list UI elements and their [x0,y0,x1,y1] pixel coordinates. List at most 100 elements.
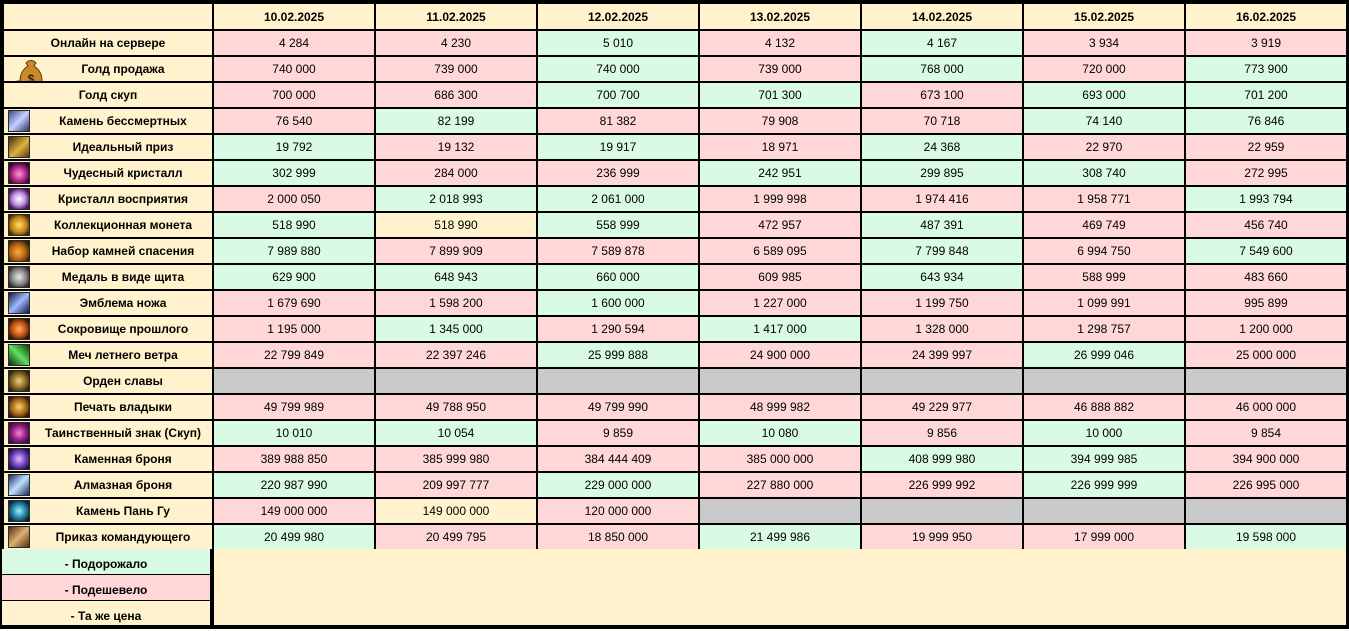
price-cell: 1 199 750 [862,291,1022,315]
collector-coin-icon [8,214,30,236]
price-cell: 229 000 000 [538,473,698,497]
item-name-cell: Приказ командующего [4,525,212,549]
item-row: Печать владыки 49 799 989 49 788 950 49 799… [4,395,1346,419]
price-cell: 25 000 000 [1186,343,1346,367]
svg-text:$: $ [28,72,35,81]
price-cell: 1 993 794 [1186,187,1346,211]
item-name-cell: Каменная броня [4,447,212,471]
price-table: 10.02.2025 11.02.2025 12.02.2025 13.02.2025… [2,2,1348,551]
price-cell: 10 010 [214,421,374,445]
item-name-cell: Меч летнего ветра [4,343,212,367]
price-cell: 24 399 997 [862,343,1022,367]
price-cell: 226 999 992 [862,473,1022,497]
order-of-glory-icon [8,370,30,392]
price-cell: 1 417 000 [700,317,860,341]
price-cell: 20 499 795 [376,525,536,549]
price-cell: 19 598 000 [1186,525,1346,549]
price-cell: 389 988 850 [214,447,374,471]
item-name-cell: Печать владыки [4,395,212,419]
ideal-prize-icon [8,136,30,158]
date-header: 15.02.2025 [1024,4,1184,29]
empty-price-cell [862,369,1022,393]
lord-seal-icon [8,396,30,418]
item-row: Орден славы [4,369,1346,393]
item-row: Каменная броня 389 988 850 385 999 980 384 … [4,447,1346,471]
header-row: 10.02.2025 11.02.2025 12.02.2025 13.02.2025… [4,4,1346,29]
price-cell: 26 999 046 [1024,343,1184,367]
wonder-crystal-icon [8,162,30,184]
empty-price-cell [1186,369,1346,393]
item-name-cell: Таинственный знак (Скуп) [4,421,212,445]
item-name-label: Чудесный кристалл [63,166,183,180]
price-cell: 740 000 [214,57,374,81]
item-name-label: Набор камней спасения [51,244,195,258]
price-cell: 773 900 [1186,57,1346,81]
item-name-label: Алмазная броня [73,478,173,492]
date-header: 14.02.2025 [862,4,1022,29]
price-cell: 408 999 980 [862,447,1022,471]
item-row: Меч летнего ветра 22 799 849 22 397 246 25 … [4,343,1346,367]
empty-price-cell [214,369,374,393]
price-cell: 456 740 [1186,213,1346,237]
legend-price-up-label: - Подорожало [64,557,148,571]
price-cell: 385 000 000 [700,447,860,471]
empty-price-cell [1186,499,1346,523]
price-cell: 686 300 [376,83,536,107]
price-cell: 1 099 991 [1024,291,1184,315]
item-name-cell: Камень Пань Гу [4,499,212,523]
legend-price-up: - Подорожало [2,549,210,574]
price-cell: 149 000 000 [214,499,374,523]
price-cell: 308 740 [1024,161,1184,185]
knife-emblem-icon [8,292,30,314]
immortal-stone-icon [8,110,30,132]
price-cell: 394 999 985 [1024,447,1184,471]
price-cell: 518 990 [214,213,374,237]
item-name-cell: Орден славы [4,369,212,393]
price-cell: 236 999 [538,161,698,185]
price-cell: 302 999 [214,161,374,185]
price-cell: 24 368 [862,135,1022,159]
price-cell: 48 999 982 [700,395,860,419]
price-cell: 21 499 986 [700,525,860,549]
legend-price-down: - Подешевело [2,575,210,600]
item-row: $ Голд продажа 740 000 739 000 740 000 739 00… [4,57,1346,81]
item-name-label: Онлайн на сервере [50,36,166,50]
item-name-label: Камень бессмертных [59,114,187,128]
price-cell: 70 718 [862,109,1022,133]
item-row: Идеальный приз 19 792 19 132 19 917 18 971 24… [4,135,1346,159]
price-cell: 17 999 000 [1024,525,1184,549]
item-name-label: Коллекционная монета [53,218,193,232]
price-cell: 7 799 848 [862,239,1022,263]
item-name-label: Каменная броня [74,452,172,466]
item-row: Эмблема ножа 1 679 690 1 598 200 1 600 000 1… [4,291,1346,315]
price-cell: 46 000 000 [1186,395,1346,419]
price-cell: 1 290 594 [538,317,698,341]
empty-price-cell [862,499,1022,523]
price-cell: 49 799 990 [538,395,698,419]
price-cell: 1 298 757 [1024,317,1184,341]
empty-price-cell [1024,369,1184,393]
item-name-label: Голд скуп [78,88,138,102]
item-name-label: Камень Пань Гу [76,504,170,518]
price-cell: 768 000 [862,57,1022,81]
price-cell: 22 970 [1024,135,1184,159]
summer-wind-sword-icon [8,344,30,366]
price-cell: 518 990 [376,213,536,237]
date-header: 12.02.2025 [538,4,698,29]
price-cell: 10 054 [376,421,536,445]
price-cell: 46 888 882 [1024,395,1184,419]
price-cell: 1 195 000 [214,317,374,341]
price-cell: 469 749 [1024,213,1184,237]
legend-price-same-label: - Та же цена [70,609,142,623]
notes-area [214,549,1346,625]
price-cell: 49 788 950 [376,395,536,419]
item-name-cell: Онлайн на сервере [4,31,212,55]
price-cell: 1 328 000 [862,317,1022,341]
item-row: Таинственный знак (Скуп) 10 010 10 054 9 85… [4,421,1346,445]
commander-order-icon [8,526,30,548]
item-row: Чудесный кристалл 302 999 284 000 236 999 24… [4,161,1346,185]
price-cell: 226 995 000 [1186,473,1346,497]
item-name-cell: Эмблема ножа [4,291,212,315]
item-row: Медаль в виде щита 629 900 648 943 660 000 6… [4,265,1346,289]
